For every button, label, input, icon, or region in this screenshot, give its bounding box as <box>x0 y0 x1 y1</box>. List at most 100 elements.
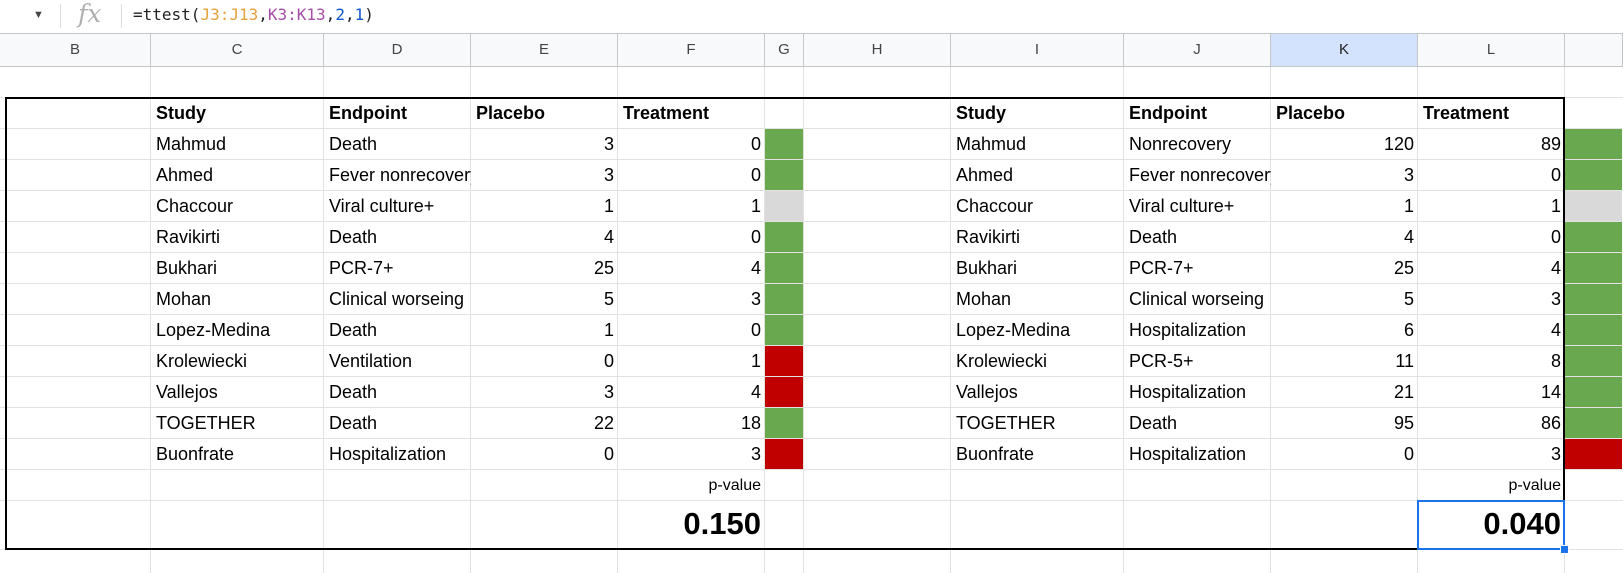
column-header-i[interactable]: I <box>951 33 1124 67</box>
study-cell[interactable]: Ravikirti <box>156 227 221 247</box>
endpoint-cell[interactable]: Death <box>1129 413 1178 433</box>
treatment-cell[interactable]: 4 <box>750 382 761 402</box>
pvalue-label[interactable]: p-value <box>1508 477 1561 494</box>
treatment-cell[interactable]: 4 <box>1550 320 1561 340</box>
treatment-cell[interactable]: 0 <box>1550 227 1561 247</box>
treatment-cell[interactable]: 3 <box>1550 444 1561 464</box>
treatment-cell[interactable]: 1 <box>1550 196 1561 216</box>
placebo-cell[interactable]: 3 <box>1403 165 1414 185</box>
study-cell[interactable]: Lopez-Medina <box>956 320 1071 340</box>
study-cell[interactable]: Vallejos <box>156 382 218 402</box>
endpoint-cell[interactable]: Clinical worseing <box>329 289 465 309</box>
treatment-cell[interactable]: 0 <box>750 165 761 185</box>
pvalue-cell[interactable]: 0.040 <box>1483 506 1561 541</box>
placebo-cell[interactable]: 1 <box>603 196 614 216</box>
endpoint-cell[interactable]: Death <box>329 134 378 154</box>
status-cell-green[interactable] <box>1565 315 1622 345</box>
study-cell[interactable]: Krolewiecki <box>156 351 248 371</box>
treatment-cell[interactable]: 14 <box>1540 382 1561 402</box>
pvalue-cell[interactable]: 0.150 <box>683 506 761 541</box>
treatment-cell[interactable]: 4 <box>1550 258 1561 278</box>
treatment-cell[interactable]: 89 <box>1540 134 1561 154</box>
status-cell-green[interactable] <box>1565 160 1622 190</box>
endpoint-cell[interactable]: Fever nonrecovery <box>1129 165 1271 185</box>
status-cell-green[interactable] <box>1565 253 1622 283</box>
placebo-cell[interactable]: 4 <box>1403 227 1414 247</box>
treatment-cell[interactable]: 3 <box>750 444 761 464</box>
placebo-cell[interactable]: 0 <box>603 351 614 371</box>
endpoint-cell[interactable]: Hospitalization <box>329 444 447 464</box>
study-cell[interactable]: Chaccour <box>156 196 234 216</box>
status-cell-red[interactable] <box>765 346 803 376</box>
study-cell[interactable]: Bukhari <box>956 258 1018 278</box>
endpoint-cell[interactable]: Hospitalization <box>1129 320 1247 340</box>
endpoint-cell[interactable]: Hospitalization <box>1129 444 1247 464</box>
study-cell[interactable]: Mahmud <box>156 134 227 154</box>
placebo-cell[interactable]: 120 <box>1383 134 1414 154</box>
column-header-c[interactable]: C <box>151 33 324 67</box>
endpoint-cell[interactable]: Clinical worseing <box>1129 289 1265 309</box>
treatment-cell[interactable]: 1 <box>750 196 761 216</box>
study-cell[interactable]: Mohan <box>956 289 1012 309</box>
column-header-k[interactable]: K <box>1271 33 1418 67</box>
column-header-d[interactable]: D <box>324 33 471 67</box>
study-cell[interactable]: Chaccour <box>956 196 1034 216</box>
status-cell-red[interactable] <box>1565 439 1622 469</box>
endpoint-cell[interactable]: PCR-7+ <box>1129 258 1194 278</box>
endpoint-cell[interactable]: Nonrecovery <box>1129 134 1232 154</box>
status-cell-green[interactable] <box>1565 284 1622 314</box>
status-cell-green[interactable] <box>765 315 803 345</box>
placebo-header[interactable]: Placebo <box>476 103 546 123</box>
status-cell-green[interactable] <box>1565 222 1622 252</box>
study-cell[interactable]: Bukhari <box>156 258 218 278</box>
study-cell[interactable]: TOGETHER <box>156 413 256 433</box>
fill-handle[interactable] <box>1560 545 1569 554</box>
status-cell-green[interactable] <box>1565 408 1622 438</box>
column-header-j[interactable]: J <box>1124 33 1271 67</box>
placebo-cell[interactable]: 0 <box>603 444 614 464</box>
placebo-cell[interactable]: 25 <box>1393 258 1414 278</box>
placebo-header[interactable]: Placebo <box>1276 103 1346 123</box>
placebo-cell[interactable]: 21 <box>1393 382 1414 402</box>
study-cell[interactable]: Krolewiecki <box>956 351 1048 371</box>
status-cell-red[interactable] <box>765 377 803 407</box>
status-cell-green[interactable] <box>765 129 803 159</box>
placebo-cell[interactable]: 25 <box>593 258 614 278</box>
column-header-h[interactable]: H <box>804 33 951 67</box>
placebo-cell[interactable]: 11 <box>1395 351 1414 371</box>
placebo-cell[interactable]: 95 <box>1393 413 1414 433</box>
placebo-cell[interactable]: 5 <box>1403 289 1414 309</box>
column-header-l[interactable]: L <box>1418 33 1565 67</box>
treatment-cell[interactable]: 0 <box>750 320 761 340</box>
endpoint-cell[interactable]: Death <box>1129 227 1178 247</box>
study-cell[interactable]: Mohan <box>156 289 212 309</box>
study-header[interactable]: Study <box>156 103 207 123</box>
placebo-cell[interactable]: 3 <box>603 134 614 154</box>
status-cell-green[interactable] <box>1565 346 1622 376</box>
column-header-g[interactable]: G <box>765 33 804 67</box>
study-cell[interactable]: Lopez-Medina <box>156 320 271 340</box>
treatment-cell[interactable]: 4 <box>750 258 761 278</box>
status-cell-green[interactable] <box>765 284 803 314</box>
treatment-cell[interactable]: 86 <box>1540 413 1561 433</box>
treatment-cell[interactable]: 3 <box>750 289 761 309</box>
placebo-cell[interactable]: 5 <box>603 289 614 309</box>
pvalue-label[interactable]: p-value <box>708 477 761 494</box>
endpoint-header[interactable]: Endpoint <box>329 103 407 123</box>
column-header-f[interactable]: F <box>618 33 765 67</box>
study-cell[interactable]: TOGETHER <box>956 413 1056 433</box>
caret-down-icon[interactable]: ▼ <box>33 9 44 21</box>
study-cell[interactable]: Buonfrate <box>156 444 235 464</box>
status-cell-green[interactable] <box>765 253 803 283</box>
endpoint-cell[interactable]: PCR-7+ <box>329 258 394 278</box>
status-cell-gray[interactable] <box>765 191 803 221</box>
status-cell-green[interactable] <box>1565 129 1622 159</box>
treatment-cell[interactable]: 18 <box>740 413 761 433</box>
placebo-cell[interactable]: 3 <box>603 382 614 402</box>
treatment-cell[interactable]: 0 <box>1550 165 1561 185</box>
endpoint-cell[interactable]: Viral culture+ <box>329 196 435 216</box>
treatment-cell[interactable]: 0 <box>750 134 761 154</box>
endpoint-cell[interactable]: Ventilation <box>329 351 413 371</box>
placebo-cell[interactable]: 0 <box>1403 444 1414 464</box>
endpoint-header[interactable]: Endpoint <box>1129 103 1207 123</box>
